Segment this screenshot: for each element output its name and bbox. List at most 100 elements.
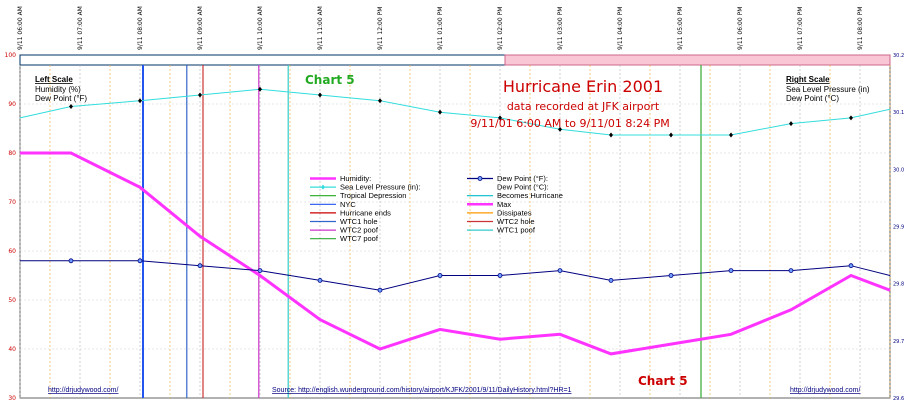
- dewpoint-point: [197, 263, 203, 269]
- legend-entry-label: Becomes Hurricane: [497, 191, 563, 200]
- pressure-point: [198, 92, 202, 98]
- legend-entry-label: Sea Level Pressure (in):: [340, 183, 420, 192]
- legend-entry-label: Dew Point (°F):: [497, 174, 548, 183]
- pressure-point: [558, 126, 562, 132]
- y-tick-left-label: 70: [8, 199, 16, 206]
- dewpoint-point: [317, 277, 323, 283]
- pressure-point: [438, 109, 442, 115]
- plot-frame: [19, 54, 891, 399]
- x-tick-label: 9/11 03:00 PM: [557, 7, 564, 50]
- y-tick-left-label: 30: [8, 395, 16, 402]
- pressure-point: [138, 98, 142, 104]
- y-tick-left-label: 90: [8, 101, 16, 108]
- footer-right-link[interactable]: http://drjudywood.com/: [790, 387, 860, 394]
- pressure-point: [378, 98, 382, 104]
- y-tick-left-label: 50: [8, 297, 16, 304]
- right-scale-line-1: Sea Level Pressure (in): [786, 85, 870, 94]
- dewpoint-point: [68, 258, 74, 264]
- chart-label-bottom: Chart 5: [638, 374, 688, 388]
- dewpoint-point: [557, 268, 563, 274]
- pressure-point: [669, 132, 673, 138]
- y-tick-right-label: 30.0: [893, 167, 904, 173]
- chart-subtitle-1: data recorded at JFK airport: [507, 100, 660, 113]
- y-tick-right-label: 30.2: [893, 53, 904, 59]
- legend-entry-label: Tropical Depression: [340, 191, 406, 200]
- legend-swatch-marker: [477, 176, 483, 181]
- x-tick-label: 9/11 07:00 PM: [797, 7, 804, 50]
- x-tick-label: 9/11 11:00 AM: [317, 6, 324, 50]
- dewpoint-point: [377, 287, 383, 293]
- dewpoint-point: [728, 268, 734, 274]
- footer-source-link[interactable]: Source: http://english.wunderground.com/…: [272, 387, 572, 394]
- left-scale-line-1: Humidity (%): [35, 85, 81, 94]
- status-band-white: [19, 54, 506, 66]
- pressure-point: [69, 103, 73, 109]
- x-tick-label: 9/11 02:00 PM: [497, 7, 504, 50]
- x-tick-layer: 9/11 06:00 AM 9/11 07:00 AM 9/11 08:00 AM 9…: [17, 6, 864, 50]
- dewpoint-point: [137, 258, 143, 264]
- x-tick-label: 9/11 01:00 PM: [437, 7, 444, 50]
- legend-entry-label: WTC1 poof: [497, 226, 536, 235]
- footer-left-link[interactable]: http://drjudywood.com/: [48, 387, 118, 394]
- series-layer: [19, 86, 891, 356]
- x-tick-label: 9/11 08:00 PM: [857, 7, 864, 50]
- chart-subtitle-2: 9/11/01 6:00 AM to 9/11/01 8:24 PM: [470, 117, 669, 130]
- legend: Humidity: Dew Point (°F): Sea Level Pressu…: [310, 174, 563, 243]
- legend-entry-label: WTC1 hole: [340, 217, 378, 226]
- x-tick-label: 9/11 05:00 PM: [677, 7, 684, 50]
- dewpoint-point: [608, 277, 614, 283]
- x-tick-label: 9/11 06:00 AM: [17, 6, 24, 50]
- y-tick-right-label: 29.8: [893, 282, 904, 288]
- left-scale-line-2: Dew Point (°F): [35, 94, 87, 103]
- legend-entry-label: Hurricane ends: [340, 208, 391, 217]
- right-scale-line-2: Dew Point (°C): [786, 94, 839, 103]
- series-pressure-line: [19, 88, 891, 136]
- x-tick-label: 9/11 04:00 PM: [617, 7, 624, 50]
- x-tick-label: 9/11 09:00 AM: [197, 6, 204, 50]
- x-tick-label: 9/11 10:00 AM: [257, 6, 264, 50]
- pressure-point: [318, 92, 322, 98]
- legend-entry-label: NYC: [340, 200, 356, 209]
- legend-entry-label: Dew Point (°C):: [497, 183, 549, 192]
- legend-swatch-marker: [321, 184, 325, 190]
- y-tick-right-label: 29.7: [893, 339, 904, 345]
- series-humidity-line: [20, 151, 891, 356]
- y-tick-left-label: 100: [5, 52, 17, 59]
- y-tick-left-label: 60: [8, 248, 16, 255]
- grid-layer: [19, 65, 891, 398]
- dewpoint-point: [437, 273, 443, 278]
- legend-entry-label: WTC7 poof: [340, 234, 379, 243]
- y-tick-right-label: 29.6: [893, 396, 904, 402]
- dewpoint-point: [668, 273, 674, 278]
- pressure-point: [789, 121, 793, 127]
- x-tick-label: 9/11 12:00 PM: [377, 7, 384, 50]
- chart-label-top: Chart 5: [305, 73, 355, 87]
- x-tick-label: 9/11 06:00 PM: [737, 7, 744, 50]
- y-tick-left-label: 80: [8, 150, 16, 157]
- event-line-layer: [142, 65, 702, 398]
- y-tick-right-label: 29.9: [893, 225, 904, 231]
- y-tick-right-label: 30.1: [893, 110, 904, 116]
- x-tick-label: 9/11 07:00 AM: [77, 6, 84, 50]
- status-band-pink: [504, 54, 891, 66]
- dewpoint-point: [788, 268, 794, 274]
- pressure-point: [729, 132, 733, 138]
- chart-title: Hurricane Erin 2001: [503, 77, 663, 96]
- pressure-point: [258, 86, 262, 92]
- y-tick-layer: 30 40 50 60 70 80 90 100 29.6 29.7 29.8 29.9 30.0 30.…: [5, 52, 905, 402]
- x-tick-label: 9/11 08:00 AM: [137, 6, 144, 50]
- legend-entry-label: WTC2 poof: [340, 226, 379, 235]
- legend-entry-label: Max: [497, 200, 511, 209]
- left-scale-title: Left Scale: [35, 75, 73, 84]
- legend-entry-label: Humidity:: [340, 174, 371, 183]
- right-scale-title: Right Scale: [786, 75, 830, 84]
- dewpoint-point: [848, 263, 854, 269]
- dewpoint-point: [257, 268, 263, 274]
- y-tick-left-label: 40: [8, 346, 16, 353]
- dewpoint-point: [497, 273, 503, 278]
- legend-entry-label: Dissipates: [497, 208, 532, 217]
- legend-entry-label: WTC2 hole: [497, 217, 535, 226]
- series-dewpoint-line: [20, 260, 891, 291]
